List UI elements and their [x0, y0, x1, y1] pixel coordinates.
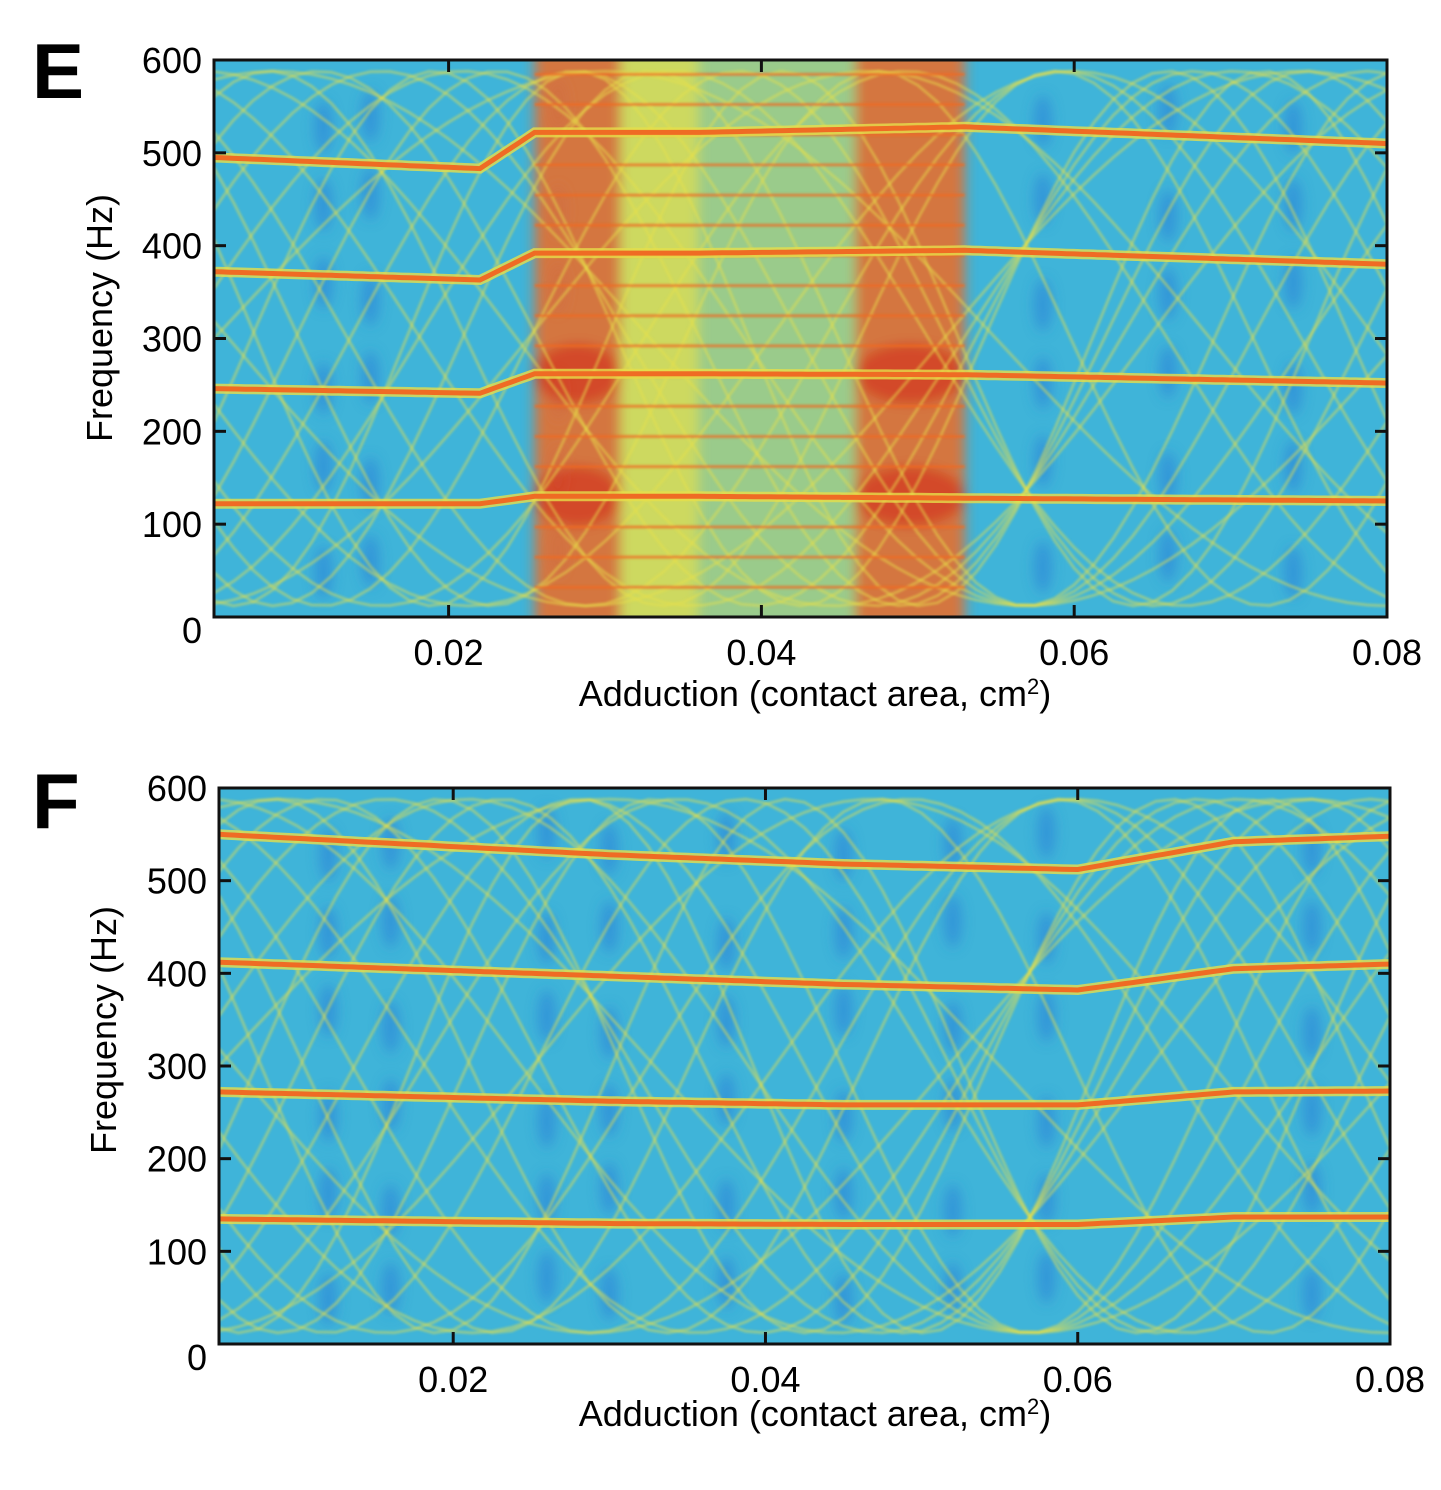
background-trace [214, 69, 1387, 608]
background-trace [219, 797, 1390, 1335]
background-trace [219, 797, 1390, 1335]
low-energy-patch [1302, 1084, 1321, 1137]
low-energy-patch [1037, 806, 1056, 859]
heatmap-e [214, 60, 1387, 617]
low-energy-patch [834, 984, 853, 1037]
harmonic-line [214, 493, 1387, 507]
low-energy-patch [1284, 362, 1303, 415]
background-trace [214, 70, 1387, 608]
background-trace [219, 797, 1390, 1335]
low-energy-patch [717, 1179, 736, 1231]
panel-f: F 0.02 0.04 0.06 0.08 0 100 200 300 400 500 600 Fr… [32, 757, 1425, 1434]
background-trace [219, 797, 1390, 1335]
low-energy-patch [943, 1001, 962, 1054]
low-energy-patch [1159, 529, 1178, 582]
background-trace [214, 69, 1387, 608]
x-axis-label-e: Adduction (contact area, cm2) [579, 673, 1051, 714]
low-energy-patch [600, 823, 619, 876]
low-energy-patch [381, 1262, 400, 1315]
low-energy-patch [1302, 1162, 1321, 1215]
low-energy-patch [537, 989, 556, 1042]
y-tick-label: 500 [142, 133, 202, 174]
y-tick-label: 200 [147, 1139, 207, 1180]
y-tick-label: 100 [142, 504, 202, 545]
energy-region [855, 60, 965, 617]
y-tick-label: 0 [187, 1337, 207, 1378]
background-trace [219, 797, 1390, 1335]
low-energy-patch [600, 901, 619, 953]
low-energy-patch [537, 1251, 556, 1304]
y-axis-label-f: Frequency (Hz) [83, 906, 124, 1154]
harmonic-line [219, 959, 1390, 993]
background-trace [219, 798, 1390, 1334]
low-energy-patch [1033, 95, 1052, 148]
x-tick-label: 0.04 [730, 1359, 800, 1400]
background-trace [214, 69, 1387, 608]
background-trace [214, 69, 1387, 608]
low-energy-patch [381, 1001, 400, 1054]
y-tick-label: 300 [142, 319, 202, 360]
x-tick-label: 0.08 [1355, 1359, 1425, 1400]
harmonic-line [219, 831, 1390, 873]
x-tick-label: 0.04 [726, 632, 796, 673]
low-energy-patch [1033, 357, 1052, 410]
low-energy-patch [1037, 989, 1056, 1042]
low-energy-patch [537, 912, 556, 965]
background-trace [219, 797, 1390, 1333]
x-tick-label: 0.08 [1352, 632, 1422, 673]
y-tick-label: 300 [147, 1046, 207, 1087]
x-tick-label: 0.02 [418, 1359, 488, 1400]
background-trace [219, 797, 1390, 1335]
y-tick-label: 500 [147, 861, 207, 902]
panel-label-e: E [32, 27, 84, 115]
low-energy-patch [1033, 540, 1052, 593]
low-energy-patch [1033, 279, 1052, 332]
harmonic-line [214, 124, 1387, 172]
background-trace [219, 797, 1390, 1335]
background-trace [214, 69, 1387, 606]
harmonic-line [214, 371, 1387, 396]
panel-e: E 0.02 0.04 0.06 0.08 0 100 200 300 400 500 600 Fr… [32, 27, 1422, 714]
harmonic-line [214, 247, 1387, 283]
y-tick-label: 400 [147, 953, 207, 994]
background-trace [214, 70, 1387, 608]
background-trace [219, 797, 1390, 1335]
heatmap-f [219, 788, 1390, 1344]
harmonic-line [219, 1088, 1390, 1108]
background-trace [214, 70, 1387, 607]
low-energy-patch [1159, 84, 1178, 137]
low-energy-patch [314, 100, 333, 153]
low-energy-patch [1302, 1006, 1321, 1059]
x-tick-label: 0.06 [1043, 1359, 1113, 1400]
y-tick-label: 600 [147, 768, 207, 809]
y-tick-label: 400 [142, 226, 202, 267]
low-energy-patch [1284, 178, 1303, 231]
low-energy-patch [1159, 345, 1178, 398]
low-energy-patch [1037, 1251, 1056, 1304]
low-energy-patch [1302, 901, 1321, 953]
background-trace [214, 69, 1387, 608]
background-trace [219, 798, 1390, 1335]
background-trace [219, 797, 1390, 1335]
low-energy-patch [1302, 1267, 1321, 1320]
y-tick-label: 0 [182, 610, 202, 651]
low-energy-patch [361, 89, 380, 142]
background-trace [214, 69, 1387, 608]
y-tick-label: 100 [147, 1231, 207, 1272]
x-tick-label: 0.06 [1039, 632, 1109, 673]
harmonic-line [219, 1214, 1390, 1227]
panel-label-f: F [32, 757, 80, 845]
low-energy-patch [361, 535, 380, 588]
low-energy-patch [943, 895, 962, 948]
y-tick-label: 600 [142, 40, 202, 81]
low-energy-patch [537, 1095, 556, 1148]
background-trace [214, 69, 1387, 608]
y-tick-label: 200 [142, 411, 202, 452]
background-trace [214, 69, 1387, 608]
y-axis-label-e: Frequency (Hz) [79, 194, 120, 442]
x-tick-label: 0.02 [414, 632, 484, 673]
background-trace [219, 798, 1390, 1335]
x-axis-label-f: Adduction (contact area, cm2) [579, 1393, 1051, 1434]
